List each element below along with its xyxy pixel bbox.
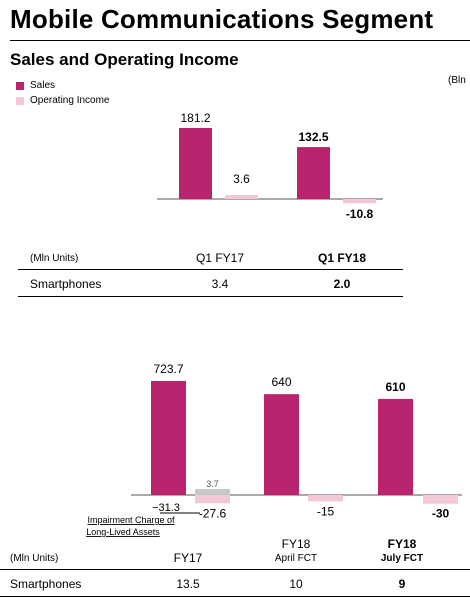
table1-units-label: (Mln Units) — [30, 253, 79, 264]
table1-value-q1fy18: 2.0 — [333, 277, 351, 291]
table2-units-label: (Mln Units) — [10, 553, 59, 564]
table2-value-fy18-april: 10 — [289, 577, 303, 591]
chart2-label-sales-2: 610 — [385, 380, 405, 394]
table1-bottom-rule — [18, 296, 403, 297]
chart2-label-oi-1: -15 — [317, 504, 335, 518]
legend-label-sales: Sales — [30, 80, 56, 91]
legend-label-operating-income: Operating Income — [30, 95, 110, 106]
table1-header-q1fy18: Q1 FY18 — [317, 251, 367, 265]
page-title: Mobile Communications Segment — [10, 4, 434, 34]
chart1-bar-oi-1 — [343, 199, 376, 204]
table2-row-label: Smartphones — [10, 577, 82, 591]
chart2-label-positive-part: 3.7 — [206, 479, 219, 489]
legend-item-operating-income: Operating Income — [16, 95, 110, 106]
chart1-bar-sales-0 — [179, 128, 212, 199]
table1-row-label: Smartphones — [30, 277, 102, 291]
chart2-bar-sales-0 — [151, 381, 186, 495]
chart2-label-sales-1: 640 — [271, 375, 291, 389]
section-title: Sales and Operating Income — [10, 50, 239, 69]
table1-header-q1fy17: Q1 FY17 — [195, 251, 245, 265]
table2-value-fy18-july: 9 — [398, 577, 406, 591]
unit-label: (Bln — [448, 75, 466, 86]
table2-header-fy17: FY17 — [173, 551, 203, 565]
chart2-bar-oi-2 — [423, 495, 458, 504]
chart2-label-impairment: −31.3 — [152, 502, 180, 514]
table2-header-fy18-july: FY18 — [387, 537, 417, 551]
chart1-label-sales-0: 181.2 — [180, 111, 210, 125]
chart2-label-oi-2: -30 — [432, 507, 450, 521]
chart1-label-oi-0: 3.6 — [233, 172, 250, 186]
table2-divider — [0, 569, 470, 570]
chart2-annotation-line1: Impairment Charge of — [87, 515, 175, 525]
chart2-label-oi-0: -27.6 — [199, 506, 227, 520]
chart1-label-sales-1: 132.5 — [298, 130, 328, 144]
chart2-annotation-line2: Long-Lived Assets — [86, 527, 160, 537]
chart2-bar-sales-2 — [378, 398, 413, 495]
table2-header-april-fct: April FCT — [274, 553, 318, 564]
chart-q1: 181.2 132.5 3.6 -10.8 — [157, 111, 383, 221]
table2-value-fy17: 13.5 — [176, 577, 200, 591]
chart1-bar-oi-0 — [225, 195, 258, 199]
chart2-bar-oi-1 — [308, 495, 343, 502]
title-divider — [10, 40, 470, 41]
table2-header-fy18-april: FY18 — [281, 537, 311, 551]
chart1-label-oi-1: -10.8 — [346, 207, 374, 221]
chart1-bar-sales-1 — [297, 147, 330, 199]
chart2-bar-sales-1 — [264, 394, 299, 495]
chart2-bar-oi-0 — [195, 495, 230, 504]
chart2-bar-positive-part — [195, 489, 230, 495]
legend-swatch-operating-income — [16, 96, 24, 105]
legend-swatch-sales — [16, 81, 24, 90]
table2-header-july-fct: July FCT — [380, 553, 424, 564]
table2-bottom-rule — [0, 596, 470, 597]
table1-divider — [18, 269, 403, 270]
legend-item-sales: Sales — [16, 80, 55, 91]
table1-value-q1fy17: 3.4 — [211, 277, 229, 291]
chart2-label-sales-0: 723.7 — [153, 362, 183, 376]
